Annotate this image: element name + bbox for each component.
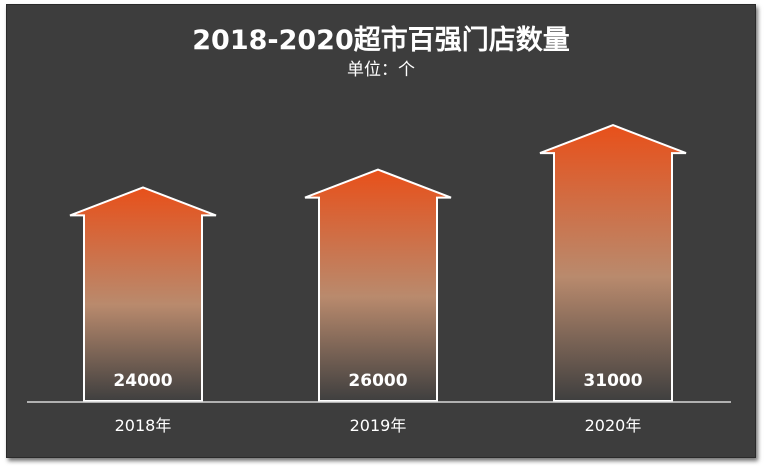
- category-label: 2018年: [115, 416, 172, 435]
- category-label: 2020年: [585, 416, 642, 435]
- bar-2020年: [539, 124, 687, 402]
- value-label: 31000: [583, 371, 642, 391]
- category-label: 2019年: [350, 416, 407, 435]
- bars-group: 24000 26000 31000: [69, 124, 687, 402]
- chart-subtitle: 单位：个: [347, 60, 415, 80]
- bar-2019年: [304, 168, 452, 402]
- chart-frame: 2018-2020超市百强门店数量 单位：个 24000 26000 31000 2…: [6, 4, 756, 458]
- category-labels: 2018年 2019年 2020年: [115, 416, 642, 435]
- chart-title: 2018-2020超市百强门店数量: [192, 24, 570, 56]
- bar-2018年: [69, 186, 217, 402]
- house-bar-chart: 2018-2020超市百强门店数量 单位：个 24000 26000 31000 2…: [27, 24, 731, 435]
- value-label: 24000: [113, 371, 172, 391]
- value-label: 26000: [348, 371, 407, 391]
